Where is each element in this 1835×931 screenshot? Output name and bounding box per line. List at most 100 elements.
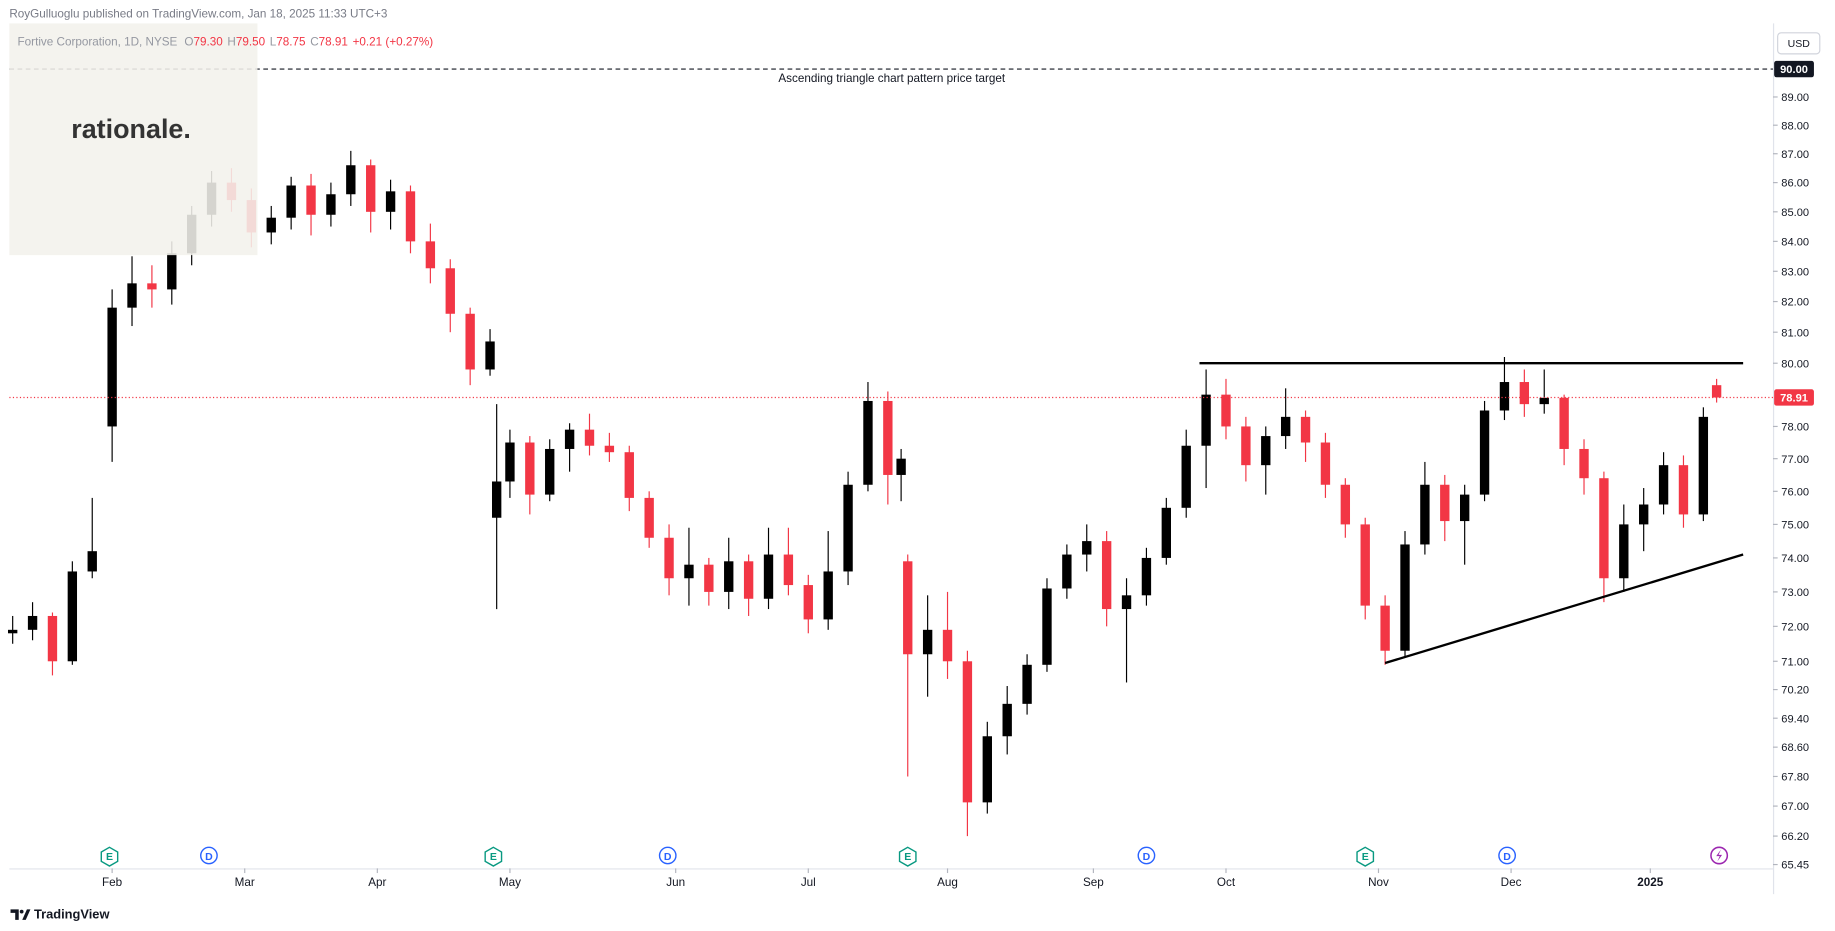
candle-body: [465, 313, 475, 370]
candle-body: [1658, 465, 1669, 505]
candle-body: [1619, 524, 1629, 579]
candle-body: [704, 564, 714, 592]
event-label: E: [904, 851, 911, 863]
candle-body: [286, 185, 296, 218]
candle-body: [1579, 448, 1589, 479]
candle-body: [326, 194, 336, 215]
event-label: D: [664, 851, 672, 863]
candle-body: [366, 165, 376, 212]
candle-body: [1101, 541, 1112, 610]
dividend-icon: [1498, 846, 1517, 865]
candle-body: [1201, 394, 1211, 446]
candle-body: [545, 448, 555, 495]
candle-body: [684, 564, 694, 579]
x-tick-label: 2025: [1637, 876, 1664, 889]
y-tick-label: 87.00: [1781, 149, 1809, 161]
candle-body: [7, 629, 18, 634]
event-label: E: [106, 851, 113, 863]
legend-key: L: [270, 36, 277, 49]
candle-body: [405, 191, 416, 242]
candle-body: [1280, 416, 1291, 437]
dividend-icon: [200, 846, 218, 865]
x-tick-label: Sep: [1083, 876, 1104, 889]
legend-symbol: Fortive Corporation, 1D, NYSE: [18, 36, 178, 49]
y-tick-label: 74.00: [1781, 553, 1809, 565]
target-price-label: 90.00: [1780, 64, 1808, 76]
candle-body: [883, 400, 893, 475]
candle-body: [724, 561, 734, 592]
legend-value: 79.50: [236, 36, 266, 49]
candle-body: [1082, 541, 1092, 555]
candle-body: [1678, 465, 1689, 515]
y-tick-label: 86.00: [1781, 178, 1809, 190]
candle-body: [107, 307, 117, 427]
candle-body: [266, 217, 276, 233]
candle-body: [1261, 436, 1271, 466]
candle-body: [505, 442, 515, 482]
candle-body: [604, 445, 615, 453]
candle-body: [584, 429, 595, 446]
candle-body: [1499, 382, 1510, 411]
x-tick-label: May: [499, 876, 521, 889]
candle-body: [1380, 605, 1390, 651]
candle-body: [1711, 385, 1722, 398]
y-tick-label: 89.00: [1781, 92, 1809, 104]
candle-body: [346, 165, 356, 195]
legend-key: C: [310, 36, 318, 49]
last-price-box: [1774, 389, 1814, 406]
currency-box[interactable]: [1777, 32, 1821, 55]
last-price-label: 78.91: [1780, 393, 1808, 405]
legend-change: +0.21 (+0.27%): [353, 36, 434, 49]
candle-body: [445, 268, 455, 314]
y-tick-label: 75.00: [1781, 519, 1809, 531]
candle-body: [1360, 524, 1370, 606]
candle-body: [863, 400, 873, 485]
x-tick-label: Feb: [102, 876, 123, 889]
plot-area: Ascending triangle chart pattern price t…: [7, 68, 1773, 837]
candle-body: [664, 537, 674, 579]
candle-body: [942, 629, 953, 662]
x-tick-label: Jul: [801, 876, 816, 889]
candle-body: [1539, 397, 1549, 405]
candle-body: [982, 736, 992, 803]
legend-key: O: [184, 36, 193, 49]
candle-body: [306, 185, 316, 215]
candle-body: [896, 458, 906, 475]
event-label: D: [1143, 851, 1151, 863]
candle-body: [47, 615, 58, 662]
candle-body: [1519, 382, 1530, 405]
candle-body: [385, 191, 396, 212]
candle-body: [1420, 484, 1430, 545]
candle-body: [1400, 544, 1410, 651]
y-tick-label: 72.00: [1781, 621, 1809, 633]
legend-value: 78.75: [276, 36, 306, 49]
x-tick-label: Oct: [1217, 876, 1236, 889]
y-tick-label: 76.00: [1781, 486, 1809, 498]
candle-body: [1599, 478, 1609, 579]
candle-body: [1181, 445, 1191, 508]
candle-body: [644, 497, 654, 538]
y-tick-label: 67.00: [1781, 801, 1809, 813]
candle-body: [1479, 410, 1490, 495]
event-label: D: [1503, 851, 1511, 863]
x-tick-label: Mar: [235, 876, 255, 889]
candle-body: [1241, 426, 1251, 466]
dividend-icon: [658, 846, 677, 865]
y-tick-label: 70.20: [1781, 685, 1809, 697]
y-tick-label: 85.00: [1781, 207, 1809, 219]
candle-body: [425, 241, 436, 269]
x-tick-label: Aug: [937, 876, 958, 889]
target-text: Ascending triangle chart pattern price t…: [778, 72, 1005, 85]
candle-body: [1639, 504, 1649, 525]
y-tick-label: 78.00: [1781, 422, 1809, 434]
y-tick-label: 67.80: [1781, 772, 1809, 784]
candle-body: [1459, 494, 1470, 522]
earnings-icon: [484, 846, 503, 867]
candle-body: [127, 283, 137, 308]
event-label: D: [205, 851, 213, 863]
legend-key: H: [227, 36, 235, 49]
candle-body: [147, 283, 157, 290]
candle-body: [27, 615, 38, 630]
